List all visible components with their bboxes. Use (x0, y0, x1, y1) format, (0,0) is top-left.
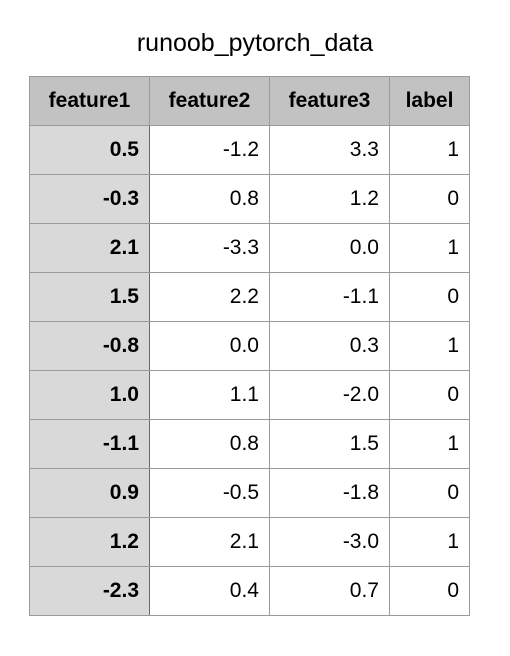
column-header-label: label (389, 76, 470, 126)
label-cell: 0 (389, 370, 470, 420)
feature2-cell: 2.1 (149, 517, 270, 567)
feature1-cell: 0.9 (29, 468, 150, 518)
header-row: feature1 feature2 feature3 label (29, 76, 470, 126)
table-row: -0.3 0.8 1.2 0 (29, 174, 470, 224)
table-row: -2.3 0.4 0.7 0 (29, 566, 470, 616)
label-cell: 0 (389, 174, 470, 224)
label-cell: 1 (389, 419, 470, 469)
label-cell: 0 (389, 566, 470, 616)
feature1-cell: -2.3 (29, 566, 150, 616)
table-row: 0.5 -1.2 3.3 1 (29, 125, 470, 175)
label-cell: 0 (389, 272, 470, 322)
feature2-cell: 2.2 (149, 272, 270, 322)
feature2-cell: -1.2 (149, 125, 270, 175)
label-cell: 1 (389, 517, 470, 567)
feature3-cell: 0.7 (269, 566, 390, 616)
column-header-feature2: feature2 (149, 76, 270, 126)
label-cell: 1 (389, 125, 470, 175)
feature3-cell: -1.8 (269, 468, 390, 518)
feature1-cell: 2.1 (29, 223, 150, 273)
feature2-cell: 1.1 (149, 370, 270, 420)
feature1-cell: -0.3 (29, 174, 150, 224)
column-header-feature1: feature1 (29, 76, 150, 126)
feature2-cell: 0.8 (149, 419, 270, 469)
column-header-feature3: feature3 (269, 76, 390, 126)
feature2-cell: 0.4 (149, 566, 270, 616)
feature3-cell: 3.3 (269, 125, 390, 175)
feature1-cell: 0.5 (29, 125, 150, 175)
feature1-cell: 1.0 (29, 370, 150, 420)
data-table: feature1 feature2 feature3 label 0.5 -1.… (29, 76, 470, 616)
feature1-cell: 1.2 (29, 517, 150, 567)
feature3-cell: 0.3 (269, 321, 390, 371)
feature3-cell: -1.1 (269, 272, 390, 322)
feature3-cell: -2.0 (269, 370, 390, 420)
feature2-cell: 0.8 (149, 174, 270, 224)
feature3-cell: 1.2 (269, 174, 390, 224)
feature2-cell: -0.5 (149, 468, 270, 518)
table-row: 2.1 -3.3 0.0 1 (29, 223, 470, 273)
feature3-cell: -3.0 (269, 517, 390, 567)
feature2-cell: -3.3 (149, 223, 270, 273)
table-row: -0.8 0.0 0.3 1 (29, 321, 470, 371)
table-row: 1.5 2.2 -1.1 0 (29, 272, 470, 322)
feature3-cell: 0.0 (269, 223, 390, 273)
feature1-cell: -1.1 (29, 419, 150, 469)
feature1-cell: -0.8 (29, 321, 150, 371)
table-row: 0.9 -0.5 -1.8 0 (29, 468, 470, 518)
label-cell: 1 (389, 321, 470, 371)
table-row: 1.2 2.1 -3.0 1 (29, 517, 470, 567)
label-cell: 0 (389, 468, 470, 518)
feature3-cell: 1.5 (269, 419, 390, 469)
label-cell: 1 (389, 223, 470, 273)
feature2-cell: 0.0 (149, 321, 270, 371)
feature1-cell: 1.5 (29, 272, 150, 322)
table-row: 1.0 1.1 -2.0 0 (29, 370, 470, 420)
table-row: -1.1 0.8 1.5 1 (29, 419, 470, 469)
table-title: runoob_pytorch_data (136, 29, 374, 57)
